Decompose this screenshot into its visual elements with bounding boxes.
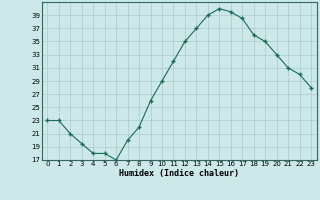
X-axis label: Humidex (Indice chaleur): Humidex (Indice chaleur) <box>119 169 239 178</box>
